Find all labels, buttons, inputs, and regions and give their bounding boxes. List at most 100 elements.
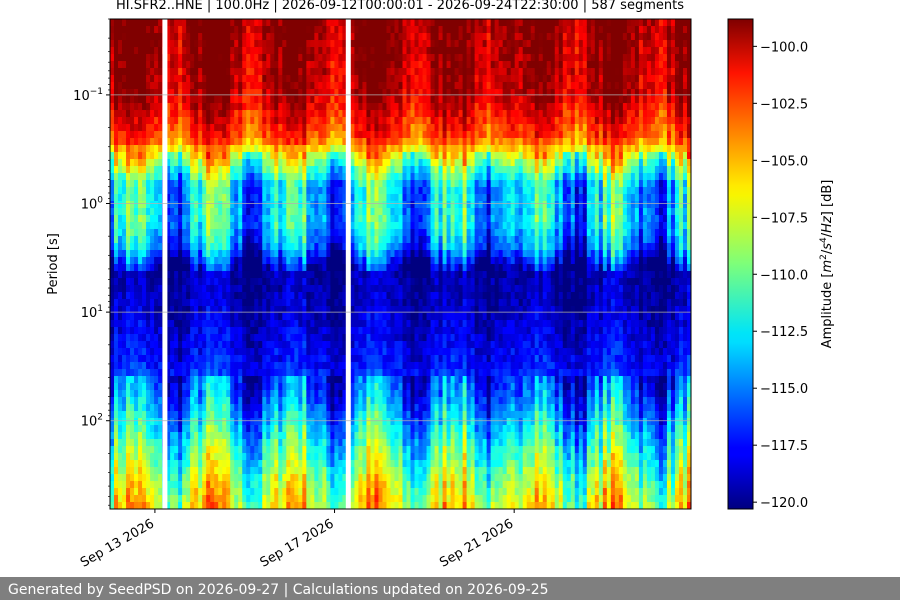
heatmap-cell — [334, 404, 339, 412]
heatmap-cell — [130, 33, 135, 41]
heatmap-cell — [170, 159, 175, 167]
heatmap-cell — [258, 390, 263, 398]
heatmap-cell — [230, 488, 235, 496]
heatmap-cell — [302, 215, 307, 223]
heatmap-cell — [374, 89, 380, 97]
heatmap-cell — [322, 481, 327, 489]
heatmap-cell — [294, 376, 299, 384]
heatmap-cell — [258, 299, 263, 307]
heatmap-cell — [238, 201, 243, 209]
heatmap-cell — [118, 145, 123, 153]
heatmap-cell — [226, 194, 231, 202]
heatmap-cell — [286, 138, 291, 146]
heatmap-cell — [118, 334, 123, 342]
heatmap-cell — [318, 418, 323, 426]
heatmap-cell — [374, 481, 380, 489]
heatmap-cell — [154, 362, 159, 370]
heatmap-cell — [258, 33, 263, 41]
heatmap-cell — [314, 159, 319, 167]
heatmap-cell — [370, 208, 376, 216]
heatmap-cell — [150, 397, 155, 405]
heatmap-cell — [214, 145, 219, 153]
heatmap-cell — [378, 250, 384, 258]
heatmap-cell — [166, 446, 171, 454]
heatmap-cell — [230, 110, 235, 118]
heatmap-cell — [194, 54, 199, 62]
heatmap-cell — [142, 453, 147, 461]
heatmap-cell — [298, 117, 303, 125]
heatmap-cell — [354, 313, 360, 321]
heatmap-cell — [206, 306, 211, 314]
heatmap-cell — [378, 152, 384, 160]
heatmap-cell — [274, 187, 279, 195]
heatmap-cell — [230, 82, 235, 90]
heatmap-cell — [138, 313, 143, 321]
heatmap-cell — [282, 271, 287, 279]
heatmap-cell — [306, 215, 311, 223]
heatmap-cell — [382, 68, 388, 76]
heatmap-cell — [382, 467, 388, 475]
heatmap-cell — [266, 355, 271, 363]
heatmap-cell — [390, 355, 396, 363]
heatmap-cell — [246, 215, 251, 223]
heatmap-cell — [350, 243, 356, 251]
heatmap-cell — [290, 278, 295, 286]
heatmap-cell — [254, 40, 259, 48]
heatmap-cell — [234, 194, 239, 202]
heatmap-cell — [282, 201, 287, 209]
heatmap-cell — [334, 145, 339, 153]
heatmap-cell — [358, 376, 364, 384]
heatmap-cell — [278, 243, 283, 251]
heatmap-cell — [282, 243, 287, 251]
heatmap-cell — [194, 236, 199, 244]
heatmap-cell — [254, 257, 259, 265]
heatmap-cell — [382, 152, 388, 160]
heatmap-cell — [134, 180, 139, 188]
heatmap-cell — [262, 278, 267, 286]
heatmap-cell — [158, 145, 163, 153]
heatmap-cell — [150, 411, 155, 419]
heatmap-cell — [126, 278, 131, 286]
heatmap-cell — [302, 488, 307, 496]
heatmap-cell — [310, 334, 315, 342]
heatmap-cell — [326, 460, 331, 468]
heatmap-cell — [150, 453, 155, 461]
heatmap-cell — [238, 474, 243, 482]
heatmap-cell — [342, 54, 348, 62]
heatmap-cell — [342, 173, 348, 181]
heatmap-cell — [130, 299, 135, 307]
heatmap-cell — [182, 187, 187, 195]
heatmap-cell — [326, 474, 331, 482]
heatmap-cell — [274, 47, 279, 55]
heatmap-cell — [170, 460, 175, 468]
heatmap-cell — [186, 131, 191, 139]
heatmap-cell — [302, 159, 307, 167]
heatmap-cell — [274, 61, 279, 69]
heatmap-cell — [290, 173, 295, 181]
heatmap-cell — [362, 166, 368, 174]
heatmap-cell — [150, 124, 155, 132]
heatmap-cell — [266, 180, 271, 188]
heatmap-cell — [270, 313, 275, 321]
heatmap-cell — [306, 460, 311, 468]
heatmap-cell — [366, 481, 372, 489]
heatmap-cell — [174, 341, 179, 349]
heatmap-cell — [126, 208, 131, 216]
heatmap-cell — [246, 159, 251, 167]
heatmap-cell — [178, 68, 183, 76]
heatmap-cell — [314, 502, 319, 509]
heatmap-cell — [310, 33, 315, 41]
heatmap-cell — [246, 390, 251, 398]
heatmap-cell — [306, 467, 311, 475]
heatmap-cell — [282, 173, 287, 181]
heatmap-cell — [306, 418, 311, 426]
heatmap-cell — [302, 432, 307, 440]
heatmap-cell — [218, 166, 223, 174]
heatmap-cell — [222, 383, 227, 391]
heatmap-cell — [278, 348, 283, 356]
heatmap-cell — [390, 271, 396, 279]
heatmap-cell — [302, 117, 307, 125]
heatmap-cell — [234, 362, 239, 370]
heatmap-cell — [334, 152, 339, 160]
heatmap-cell — [222, 285, 227, 293]
